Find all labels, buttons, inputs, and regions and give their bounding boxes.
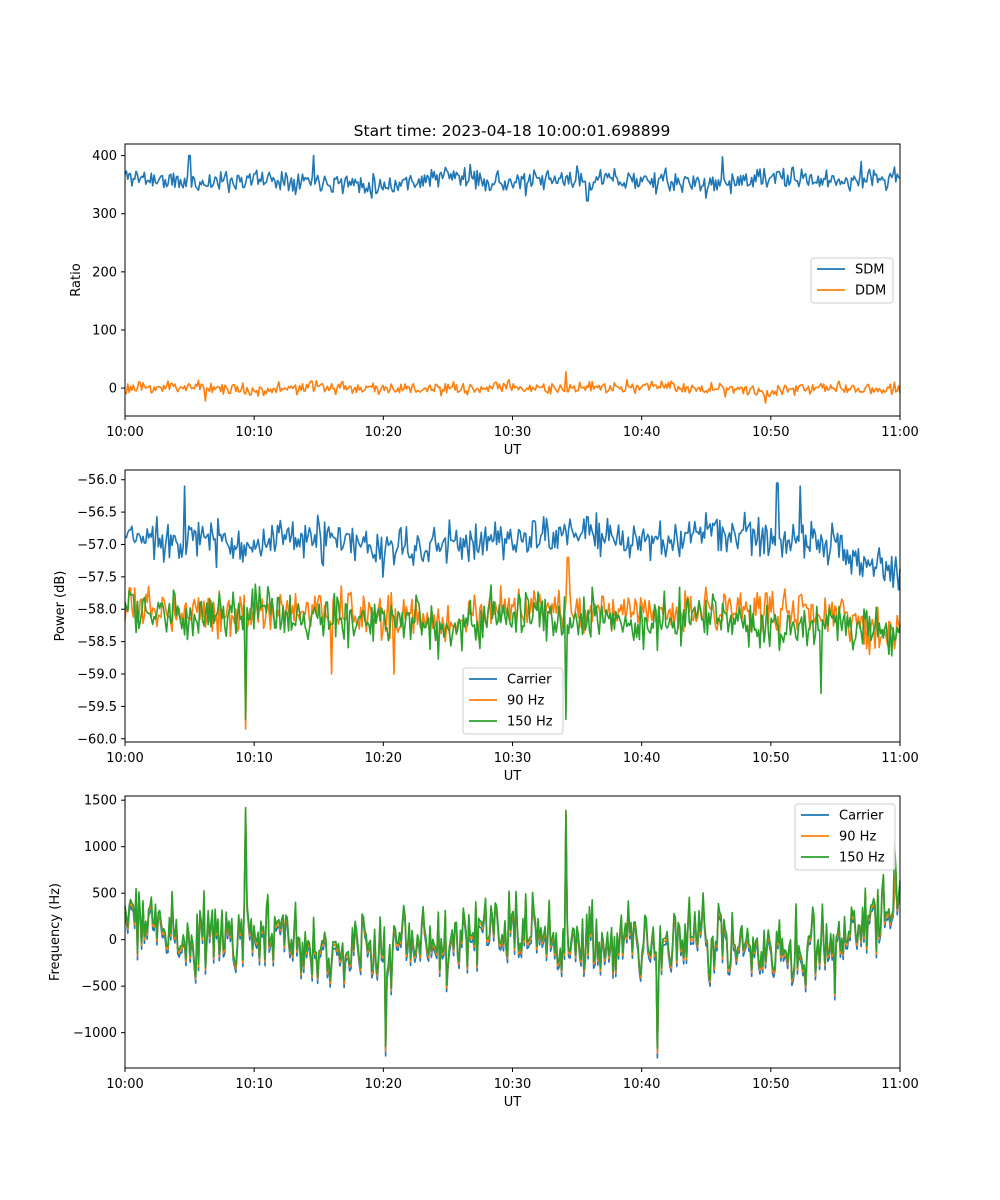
y-tick-label: 500 — [92, 887, 117, 902]
chart-panel-1: 10:00 10:10 10:20 10:30 10:40 10:50 11:00 0 100 2… — [69, 143, 919, 458]
legend: Carrier 90 Hz 150 Hz — [462, 667, 564, 735]
y-tick-label: −59.0 — [77, 668, 117, 683]
chart-panel-3: 10:00 10:10 10:20 10:30 10:40 10:50 11:00 −1000… — [48, 794, 919, 1110]
y-tick-label: −500 — [81, 980, 117, 995]
y-tick-label: 0 — [109, 933, 117, 948]
x-axis-label: UT — [504, 443, 522, 458]
legend-entry: Carrier — [507, 673, 552, 688]
x-tick-label: 11:00 — [881, 425, 918, 440]
x-tick-label: 10:30 — [494, 425, 531, 440]
figure-title: Start time: 2023-04-18 10:00:01.698899 — [354, 122, 671, 140]
y-tick-label: −56.0 — [77, 473, 117, 488]
y-tick-label: 0 — [109, 382, 117, 397]
legend: SDM DDM — [810, 257, 894, 304]
y-tick-label: 300 — [92, 207, 117, 222]
x-axis-label: UT — [504, 1095, 522, 1110]
y-axis-label: Ratio — [69, 263, 84, 296]
y-tick-label: 400 — [92, 149, 117, 164]
y-tick-label: −58.5 — [77, 635, 117, 650]
x-tick-label: 11:00 — [881, 751, 918, 766]
x-tick-label: 10:20 — [365, 425, 402, 440]
x-tick-label: 10:50 — [752, 1077, 789, 1092]
legend-entry: 90 Hz — [839, 830, 876, 845]
legend-entry: Carrier — [839, 809, 884, 824]
x-tick-label: 10:10 — [235, 751, 272, 766]
y-tick-label: 1500 — [84, 794, 117, 809]
legend-entry: 150 Hz — [507, 715, 553, 730]
legend-entry: 90 Hz — [507, 694, 544, 709]
y-tick-label: −60.0 — [77, 732, 117, 747]
legend-entry: SDM — [855, 263, 884, 278]
y-axis-label: Frequency (Hz) — [48, 883, 63, 981]
y-axis-label: Power (dB) — [53, 571, 68, 642]
legend-entry: DDM — [855, 284, 886, 299]
chart-panel-2: 10:00 10:10 10:20 10:30 10:40 10:50 11:00 −60.0… — [53, 469, 919, 784]
x-tick-label: 11:00 — [881, 1077, 918, 1092]
y-tick-label: −58.0 — [77, 603, 117, 618]
legend-entry: 150 Hz — [839, 851, 885, 866]
legend-box — [794, 803, 896, 871]
x-tick-label: 10:10 — [235, 1077, 272, 1092]
legend: Carrier 90 Hz 150 Hz — [794, 803, 896, 871]
y-tick-label: −59.5 — [77, 700, 117, 715]
x-tick-label: 10:30 — [494, 1077, 531, 1092]
x-tick-label: 10:50 — [752, 425, 789, 440]
x-tick-label: 10:20 — [365, 1077, 402, 1092]
x-tick-label: 10:30 — [494, 751, 531, 766]
x-tick-label: 10:50 — [752, 751, 789, 766]
x-tick-label: 10:00 — [106, 425, 143, 440]
series-line-150-hz — [124, 583, 901, 721]
y-tick-label: 200 — [92, 265, 117, 280]
x-tick-label: 10:00 — [106, 1077, 143, 1092]
plot-area — [125, 144, 900, 416]
y-tick-label: 1000 — [84, 840, 117, 855]
x-axis-label: UT — [504, 769, 522, 784]
x-tick-label: 10:40 — [623, 425, 660, 440]
x-tick-label: 10:10 — [235, 425, 272, 440]
series-line-150-hz — [124, 806, 901, 1050]
x-tick-label: 10:00 — [106, 751, 143, 766]
y-tick-label: 100 — [92, 323, 117, 338]
y-tick-label: −56.5 — [77, 506, 117, 521]
y-tick-label: −57.0 — [77, 538, 117, 553]
legend-box — [462, 667, 564, 735]
series-line-sdm — [124, 154, 901, 202]
x-tick-label: 10:40 — [623, 751, 660, 766]
series-line-carrier — [124, 482, 901, 591]
y-tick-label: −57.5 — [77, 570, 117, 585]
y-tick-label: −1000 — [73, 1026, 117, 1041]
x-tick-label: 10:20 — [365, 751, 402, 766]
x-tick-label: 10:40 — [623, 1077, 660, 1092]
series-line-ddm — [124, 370, 901, 405]
